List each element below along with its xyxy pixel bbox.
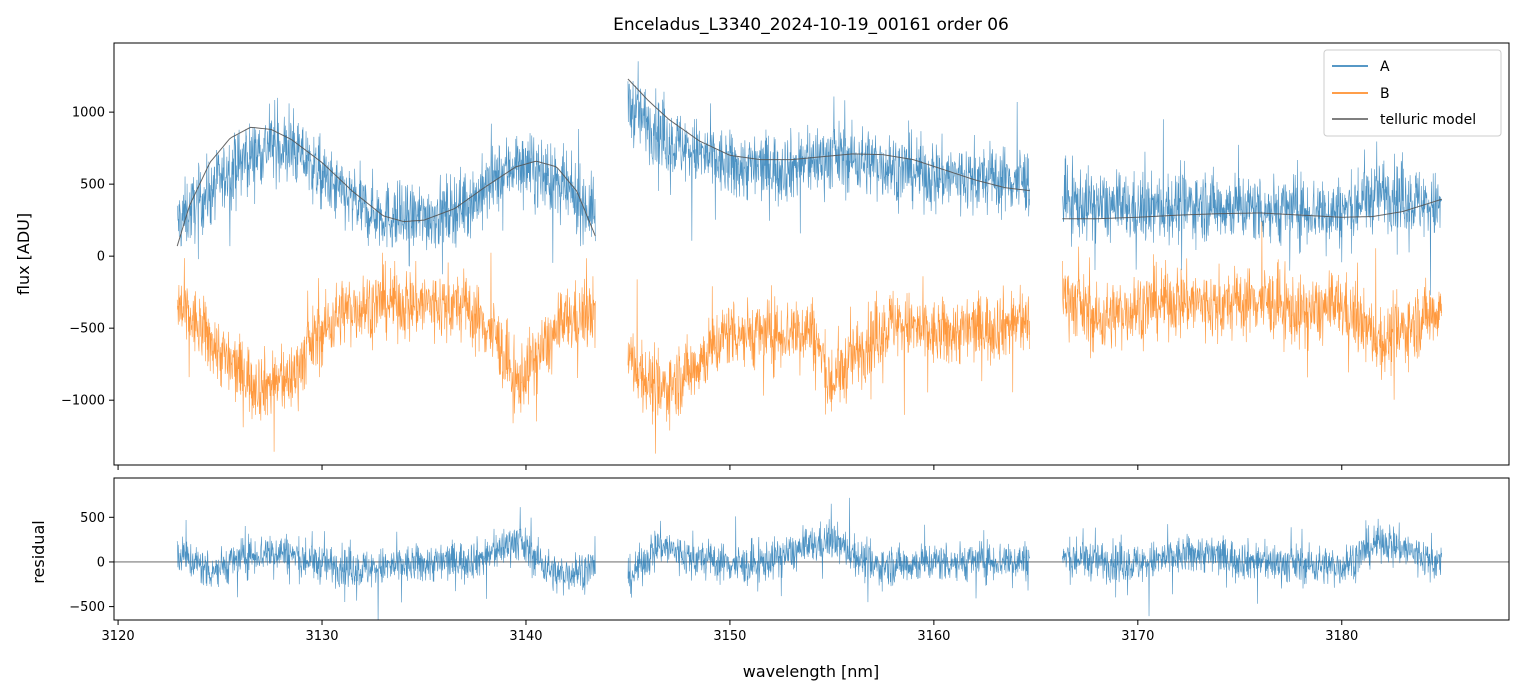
flux-ytick-label-4: 1000 [72,106,105,121]
legend-label-model: telluric model [1380,112,1476,128]
series-telluric-model-segment-1 [176,126,596,247]
residual-axes-frame [113,477,1510,621]
x-tick-label-1: 3130 [305,629,338,644]
flux-ytick-label-1: −500 [69,322,105,337]
x-axis-label: wavelength [nm] [743,662,880,681]
series-residual-segment-3 [1062,518,1442,617]
x-tick-label-3: 3150 [713,629,746,644]
series-a-segment-1 [176,97,596,275]
flux-ytick-label-0: −1000 [61,394,105,409]
x-tick-label-4: 3160 [917,629,950,644]
residual-ytick-label-2: 500 [80,511,105,526]
residual-ytick-label-0: −500 [69,600,105,615]
legend-box [1323,49,1502,137]
residual-ytick-label-1: 0 [97,555,105,570]
residual-y-axis-label: residual [29,520,48,583]
chart-title: Enceladus_L3340_2024-10-19_00161 order 0… [613,15,1009,35]
legend: A B telluric model [1323,49,1502,137]
x-tick-label-2: 3140 [509,629,542,644]
series-residual-segment-1 [176,507,596,620]
flux-axes-frame [113,42,1510,466]
series-a-segment-3 [1062,119,1442,296]
residual-x-ticks: 3120 3130 3140 3150 3160 3170 3180 [102,620,1358,644]
series-a-segment-2 [627,61,1031,241]
x-tick-label-0: 3120 [102,629,135,644]
flux-plot-area [176,61,1442,454]
series-residual-segment-2 [627,497,1031,603]
flux-ytick-label-2: 0 [97,250,105,265]
series-b-segment-1 [176,252,596,452]
flux-ytick-label-3: 500 [80,178,105,193]
flux-panel: −1000 −500 0 500 1000 flux [ADU] A B telluri… [14,42,1510,470]
residual-y-ticks: −500 0 500 [69,511,114,615]
flux-y-axis-label: flux [ADU] [14,213,33,295]
x-tick-label-6: 3180 [1325,629,1358,644]
residual-panel: −500 0 500 3120 3130 3140 3150 3160 3170 3180 re… [29,477,1510,681]
x-tick-label-5: 3170 [1121,629,1154,644]
series-telluric-model-segment-2 [627,78,1030,192]
series-b-segment-2 [627,276,1031,454]
flux-x-ticks [117,465,1343,470]
flux-y-ticks: −1000 −500 0 500 1000 [61,106,114,409]
legend-label-b: B [1380,86,1390,102]
residual-plot-area [114,497,1509,620]
legend-label-a: A [1380,59,1390,75]
series-b-segment-3 [1062,221,1442,400]
series-telluric-model-segment-3 [1062,198,1442,220]
